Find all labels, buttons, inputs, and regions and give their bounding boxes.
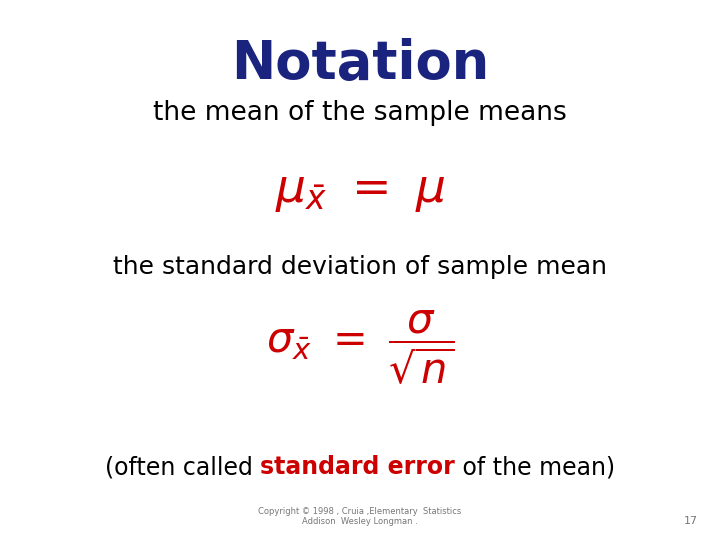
Text: of the mean): of the mean) <box>455 455 615 479</box>
Text: the mean of the sample means: the mean of the sample means <box>153 100 567 126</box>
Text: 17: 17 <box>684 516 698 526</box>
Text: standard error: standard error <box>260 455 455 479</box>
Text: $\mu_{\bar{x}}\ =\ \mu$: $\mu_{\bar{x}}\ =\ \mu$ <box>275 169 445 214</box>
Text: $\sigma_{\bar{x}}\ =\ \dfrac{\sigma}{\sqrt{n}}$: $\sigma_{\bar{x}}\ =\ \dfrac{\sigma}{\sq… <box>266 309 454 388</box>
Text: Copyright © 1998 , Cruia ,Elementary  Statistics
Addison  Wesley Longman .: Copyright © 1998 , Cruia ,Elementary Sta… <box>258 507 462 526</box>
Text: Notation: Notation <box>231 38 489 90</box>
Text: the standard deviation of sample mean: the standard deviation of sample mean <box>113 255 607 279</box>
Text: (often called: (often called <box>105 455 260 479</box>
